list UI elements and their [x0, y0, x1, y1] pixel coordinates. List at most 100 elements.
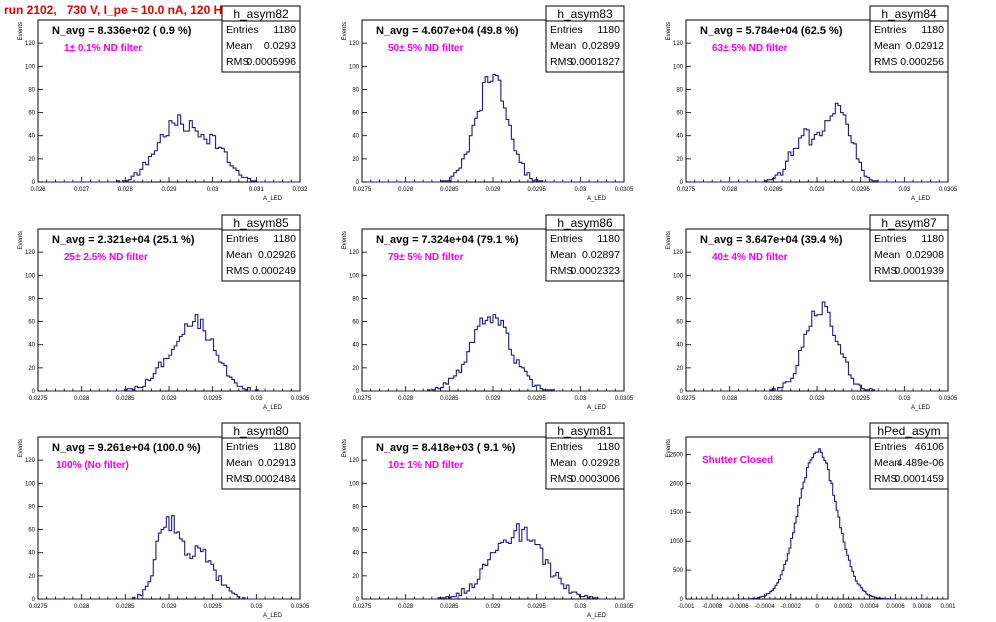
- x-tick-label: 0.0275: [677, 187, 696, 193]
- stat-label: Entries: [226, 441, 259, 453]
- histogram-panel-h_asym81: 0.0275 0.028 0.0285 0.029 0.0295 0.03 0.0305 0 2…: [342, 422, 634, 619]
- stat-value: 0.0293: [264, 40, 296, 52]
- y-tick-label: 60: [352, 320, 359, 326]
- x-tick-label: 0.0305: [291, 604, 310, 610]
- y-tick-label: 120: [25, 458, 36, 464]
- y-tick-label: 40: [352, 551, 359, 557]
- y-tick-label: 0: [680, 180, 684, 186]
- x-tick-label: 0.0305: [615, 396, 634, 402]
- x-tick-label: 0.0285: [116, 604, 135, 610]
- histogram-panel-h_asym83: 0.0275 0.028 0.0285 0.029 0.0295 0.03 0.0305 0 2…: [342, 5, 634, 202]
- histogram-panel-h_asym84: 0.0275 0.028 0.0285 0.029 0.0295 0.03 0.0305 0 2…: [666, 5, 958, 202]
- y-axis-label: Events: [666, 231, 672, 249]
- x-axis-label: A_LED: [911, 405, 931, 411]
- y-tick-label: 40: [352, 134, 359, 140]
- stats-box: [221, 422, 301, 490]
- stat-label: RMS: [550, 473, 573, 485]
- filter-label: 10± 1% ND filter: [388, 460, 464, 471]
- filter-label: 100% (No filter): [56, 460, 129, 471]
- y-tick-label: 40: [352, 343, 359, 349]
- y-tick-label: 100: [349, 64, 360, 70]
- y-axis-label: Events: [342, 22, 348, 40]
- stat-label: Mean: [550, 457, 576, 469]
- stat-label: Mean: [550, 40, 576, 52]
- y-tick-label: 120: [673, 41, 684, 47]
- stats-box: [221, 5, 301, 73]
- stat-value: 0.02908: [906, 249, 944, 261]
- x-tick-label: 0.029: [809, 187, 825, 193]
- stat-label: RMS: [226, 56, 249, 68]
- y-tick-label: 20: [28, 366, 35, 372]
- histogram-panel-h_asym82: 0.026 0.027 0.028 0.029 0.03 0.031 0.032 0 20 40 6…: [18, 5, 308, 202]
- x-tick-label: 0.029: [809, 396, 825, 402]
- y-tick-label: 0: [356, 180, 360, 186]
- y-tick-label: 120: [349, 41, 360, 47]
- x-tick-label: 0.001: [940, 604, 956, 610]
- y-tick-label: 2000: [670, 481, 684, 487]
- y-tick-label: 120: [25, 250, 36, 256]
- histogram-name: h_asym86: [557, 216, 613, 230]
- x-tick-label: 0.0275: [353, 604, 372, 610]
- histogram-series: [38, 515, 300, 600]
- histogram-name: h_asym87: [881, 216, 937, 230]
- x-tick-label: 0.029: [485, 604, 501, 610]
- y-tick-label: 100: [349, 481, 360, 487]
- y-tick-label: 60: [676, 111, 683, 117]
- x-tick-label: 0.0285: [440, 396, 459, 402]
- filter-label: Shutter Closed: [702, 455, 773, 466]
- stat-label: RMS: [550, 56, 573, 68]
- x-tick-label: 0.0275: [353, 187, 372, 193]
- stat-label: Entries: [226, 24, 259, 36]
- x-tick-label: 0.028: [722, 396, 738, 402]
- x-tick-label: 0.0295: [851, 187, 870, 193]
- x-tick-label: 0.03: [250, 604, 262, 610]
- x-tick-label: 0.0305: [291, 396, 310, 402]
- histogram-panel-hPed_asym: -0.001 -0.0008 -0.0006 -0.0004 -0.0002 0 0.000…: [666, 422, 956, 610]
- x-tick-label: 0.0295: [203, 396, 222, 402]
- x-tick-label: 0.0285: [764, 187, 783, 193]
- x-tick-label: 0.028: [398, 187, 414, 193]
- y-tick-label: 40: [676, 343, 683, 349]
- navg-label: N_avg = 3.647e+04 (39.4 %): [700, 234, 843, 246]
- histogram-name: hPed_asym: [877, 424, 940, 438]
- stats-box: [869, 214, 949, 282]
- y-tick-label: 100: [25, 481, 36, 487]
- x-tick-label: 0.0275: [677, 396, 696, 402]
- stat-value: 1180: [597, 24, 620, 36]
- filter-label: 50± 5% ND filter: [388, 43, 464, 54]
- histogram-name: h_asym84: [881, 7, 937, 21]
- stat-value: 0.000249: [252, 265, 296, 277]
- histogram-name: h_asym80: [233, 424, 289, 438]
- stat-label: Mean: [874, 40, 900, 52]
- y-tick-label: 20: [676, 366, 683, 372]
- x-tick-label: 0.0275: [29, 396, 48, 402]
- stat-label: Entries: [550, 233, 583, 245]
- navg-label: N_avg = 8.336e+02 ( 0.9 %): [52, 25, 192, 37]
- stat-value: 1180: [597, 233, 620, 245]
- x-tick-label: 0.03: [574, 396, 586, 402]
- x-tick-label: 0.03: [250, 396, 262, 402]
- y-tick-label: 0: [32, 389, 36, 395]
- y-tick-label: 60: [28, 320, 35, 326]
- x-tick-label: 0.027: [74, 187, 90, 193]
- y-axis-label: Events: [342, 439, 348, 457]
- y-tick-label: 1000: [670, 539, 684, 545]
- y-tick-label: 60: [28, 528, 35, 534]
- y-axis-label: Events: [18, 22, 24, 40]
- x-tick-label: 0.0295: [851, 396, 870, 402]
- x-axis-label: A_LED: [263, 613, 283, 619]
- stat-value: 0.02897: [582, 249, 620, 261]
- y-tick-label: 60: [352, 528, 359, 534]
- x-tick-label: 0.029: [161, 396, 177, 402]
- x-axis-label: A_LED: [587, 405, 607, 411]
- histogram-series: [362, 523, 624, 600]
- stat-value: 0.0003006: [570, 473, 620, 485]
- x-tick-label: 0.031: [249, 187, 265, 193]
- x-tick-label: 0.028: [722, 187, 738, 193]
- stat-label: Entries: [874, 441, 907, 453]
- stats-box: [545, 5, 625, 73]
- histogram-panel-h_asym80: 0.0275 0.028 0.0285 0.029 0.0295 0.03 0.0305 0 2…: [18, 422, 310, 619]
- stat-label: Entries: [550, 24, 583, 36]
- x-tick-label: -0.0008: [702, 604, 723, 610]
